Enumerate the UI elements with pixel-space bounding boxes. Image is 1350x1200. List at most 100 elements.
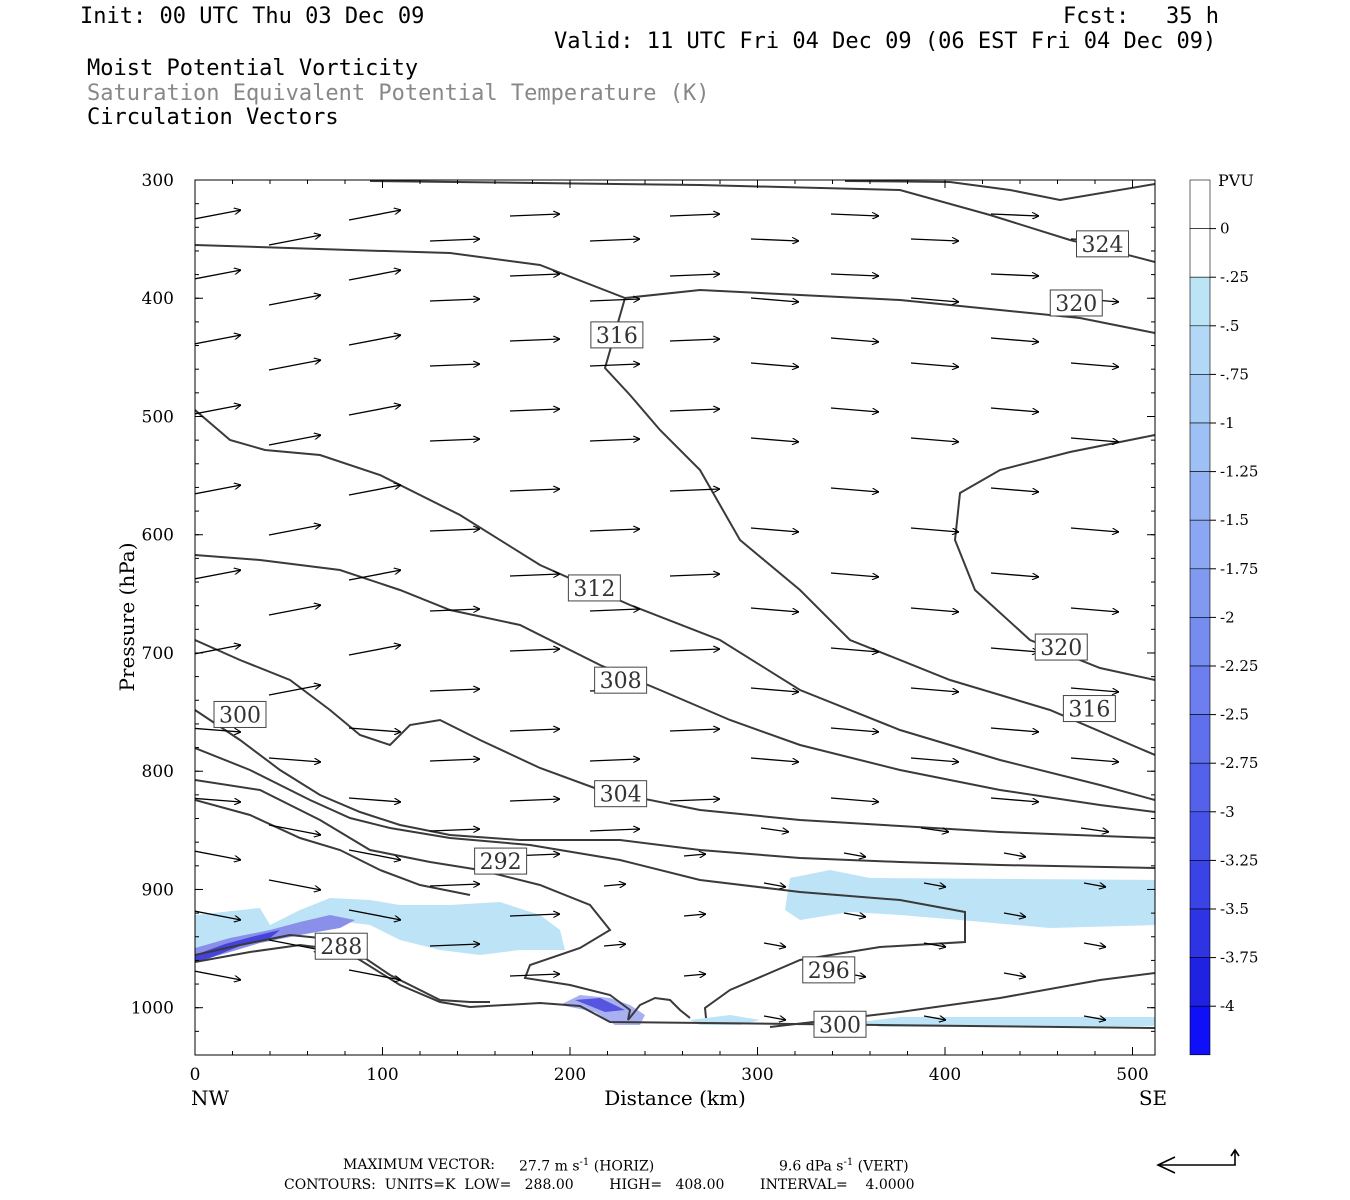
circulation-vector xyxy=(589,609,640,611)
colorbar-swatch xyxy=(1189,325,1211,375)
contour-label-box xyxy=(590,321,644,349)
contour-304 xyxy=(195,639,1155,839)
contour-label: 316 xyxy=(1068,698,1110,723)
y-tick-label: 800 xyxy=(142,762,174,782)
circulation-vector xyxy=(195,485,241,495)
circulation-vector xyxy=(669,409,720,411)
circulation-vector xyxy=(910,687,959,692)
contour-label: 304 xyxy=(600,783,642,808)
circulation-vector xyxy=(195,210,241,220)
colorbar-label: 0 xyxy=(1220,220,1230,238)
circulation-vector xyxy=(1080,827,1109,832)
circulation-vector xyxy=(1083,943,1106,947)
contour-label: 320 xyxy=(1055,292,1097,317)
circulation-vector xyxy=(603,884,626,886)
colorbar-label: -3.25 xyxy=(1220,851,1258,869)
contour-308 xyxy=(195,554,1155,813)
circulation-vector xyxy=(990,572,1039,577)
circulation-vector xyxy=(348,797,401,802)
circulation-vector xyxy=(589,439,640,441)
circulation-vector xyxy=(923,943,946,947)
circulation-vector xyxy=(1070,527,1119,532)
colorbar-swatch xyxy=(1189,422,1211,472)
circulation-vector xyxy=(195,970,241,980)
forecast-hour: 35 h xyxy=(1166,4,1219,29)
circulation-vector xyxy=(990,647,1039,652)
x-tick-label: 100 xyxy=(366,1065,398,1085)
colorbar-swatch xyxy=(1189,714,1211,764)
circulation-vector xyxy=(429,884,480,886)
colorbar-swatch xyxy=(1189,374,1211,424)
circulation-vector xyxy=(1070,607,1119,612)
x-tick-label: 400 xyxy=(929,1065,961,1085)
circulation-vector xyxy=(509,799,560,801)
circulation-vector xyxy=(589,529,640,531)
colorbar-label: -1 xyxy=(1220,414,1235,432)
horiz-tag: (HORIZ) xyxy=(593,1158,655,1175)
contour-label: 320 xyxy=(1040,636,1082,661)
colorbar-label: -2.25 xyxy=(1220,657,1258,675)
colorbar-title: PVU xyxy=(1218,171,1254,190)
circulation-vector xyxy=(268,525,321,536)
contour-ground xyxy=(195,943,1155,1029)
circulation-vector xyxy=(920,827,949,832)
y-tick-label: 1000 xyxy=(131,999,174,1019)
circulation-vector xyxy=(589,299,640,301)
forecast-label: Fcst: xyxy=(1063,4,1130,29)
circulation-vector xyxy=(195,270,241,280)
circulation-vector xyxy=(923,1016,946,1020)
circulation-vector xyxy=(195,910,241,920)
circulation-vector xyxy=(509,574,560,576)
colorbar-swatch xyxy=(1189,228,1211,278)
contour-label-box xyxy=(213,700,267,728)
circulation-vector xyxy=(910,297,959,302)
contour-label-box xyxy=(314,932,368,960)
circulation-vector xyxy=(990,274,1039,276)
contour-label-box xyxy=(1076,230,1129,258)
circulation-vector xyxy=(830,407,879,412)
circulation-vector xyxy=(348,645,401,656)
circulation-vector xyxy=(509,339,560,341)
colorbar-label: -1.25 xyxy=(1220,463,1258,481)
colorbar-swatch xyxy=(1189,1005,1211,1056)
circulation-vector xyxy=(830,572,879,577)
circulation-vector xyxy=(348,909,401,920)
plot-frame xyxy=(194,179,1156,1056)
y-tick-label: 900 xyxy=(142,880,174,900)
x-tick-label: 500 xyxy=(1116,1065,1148,1085)
circulation-vector xyxy=(843,913,866,917)
circulation-vector xyxy=(830,797,879,802)
contour-labels: 324 320 316 312 320 308 316 300 304 292 288 296 300 xyxy=(213,230,1129,1038)
circulation-vector xyxy=(589,239,640,241)
circulation-vector xyxy=(750,362,799,367)
circulation-vector xyxy=(763,943,786,947)
circulation-vector xyxy=(1003,853,1026,857)
circulation-vector xyxy=(669,274,720,276)
circulation-vector xyxy=(1083,1016,1106,1020)
circulation-vector xyxy=(1003,913,1026,917)
contour-label: 308 xyxy=(600,669,642,694)
colorbar-label: -.5 xyxy=(1220,317,1239,335)
colorbar-swatch xyxy=(1189,179,1211,229)
circulation-vector xyxy=(603,944,626,946)
circulation-vector xyxy=(195,850,241,860)
circulation-vector xyxy=(348,969,401,980)
circulation-vector xyxy=(1070,687,1119,692)
contours-info: CONTOURS: UNITS=K LOW= 288.00 HIGH= 408.… xyxy=(284,1177,915,1193)
circulation-vector xyxy=(843,853,866,857)
circulation-vector xyxy=(763,1016,786,1020)
valid-time: Valid: 11 UTC Fri 04 Dec 09 (06 EST Fri … xyxy=(554,29,1217,54)
x-axis-title: Distance (km) xyxy=(604,1086,746,1110)
axes: 0 100 200 300 400 500 300 400 500 600 700 800 900 100… xyxy=(131,171,1155,1085)
circulation-vector xyxy=(348,485,401,496)
pv-colorbar: 0 -.25 -.5 -.75 -1 -1.25 -1.5 -1.75 -2 -2.25 -2.5 -… xyxy=(1189,179,1258,1056)
colorbar-swatch xyxy=(1189,762,1211,813)
circulation-vector xyxy=(348,727,401,732)
circulation-vector xyxy=(268,824,321,835)
max-vector-label: MAXIMUM VECTOR: xyxy=(343,1157,495,1173)
colorbar-swatch xyxy=(1189,908,1211,958)
circulation-vector xyxy=(910,239,959,241)
pv-area xyxy=(195,898,565,958)
y-tick-label: 700 xyxy=(142,644,174,664)
